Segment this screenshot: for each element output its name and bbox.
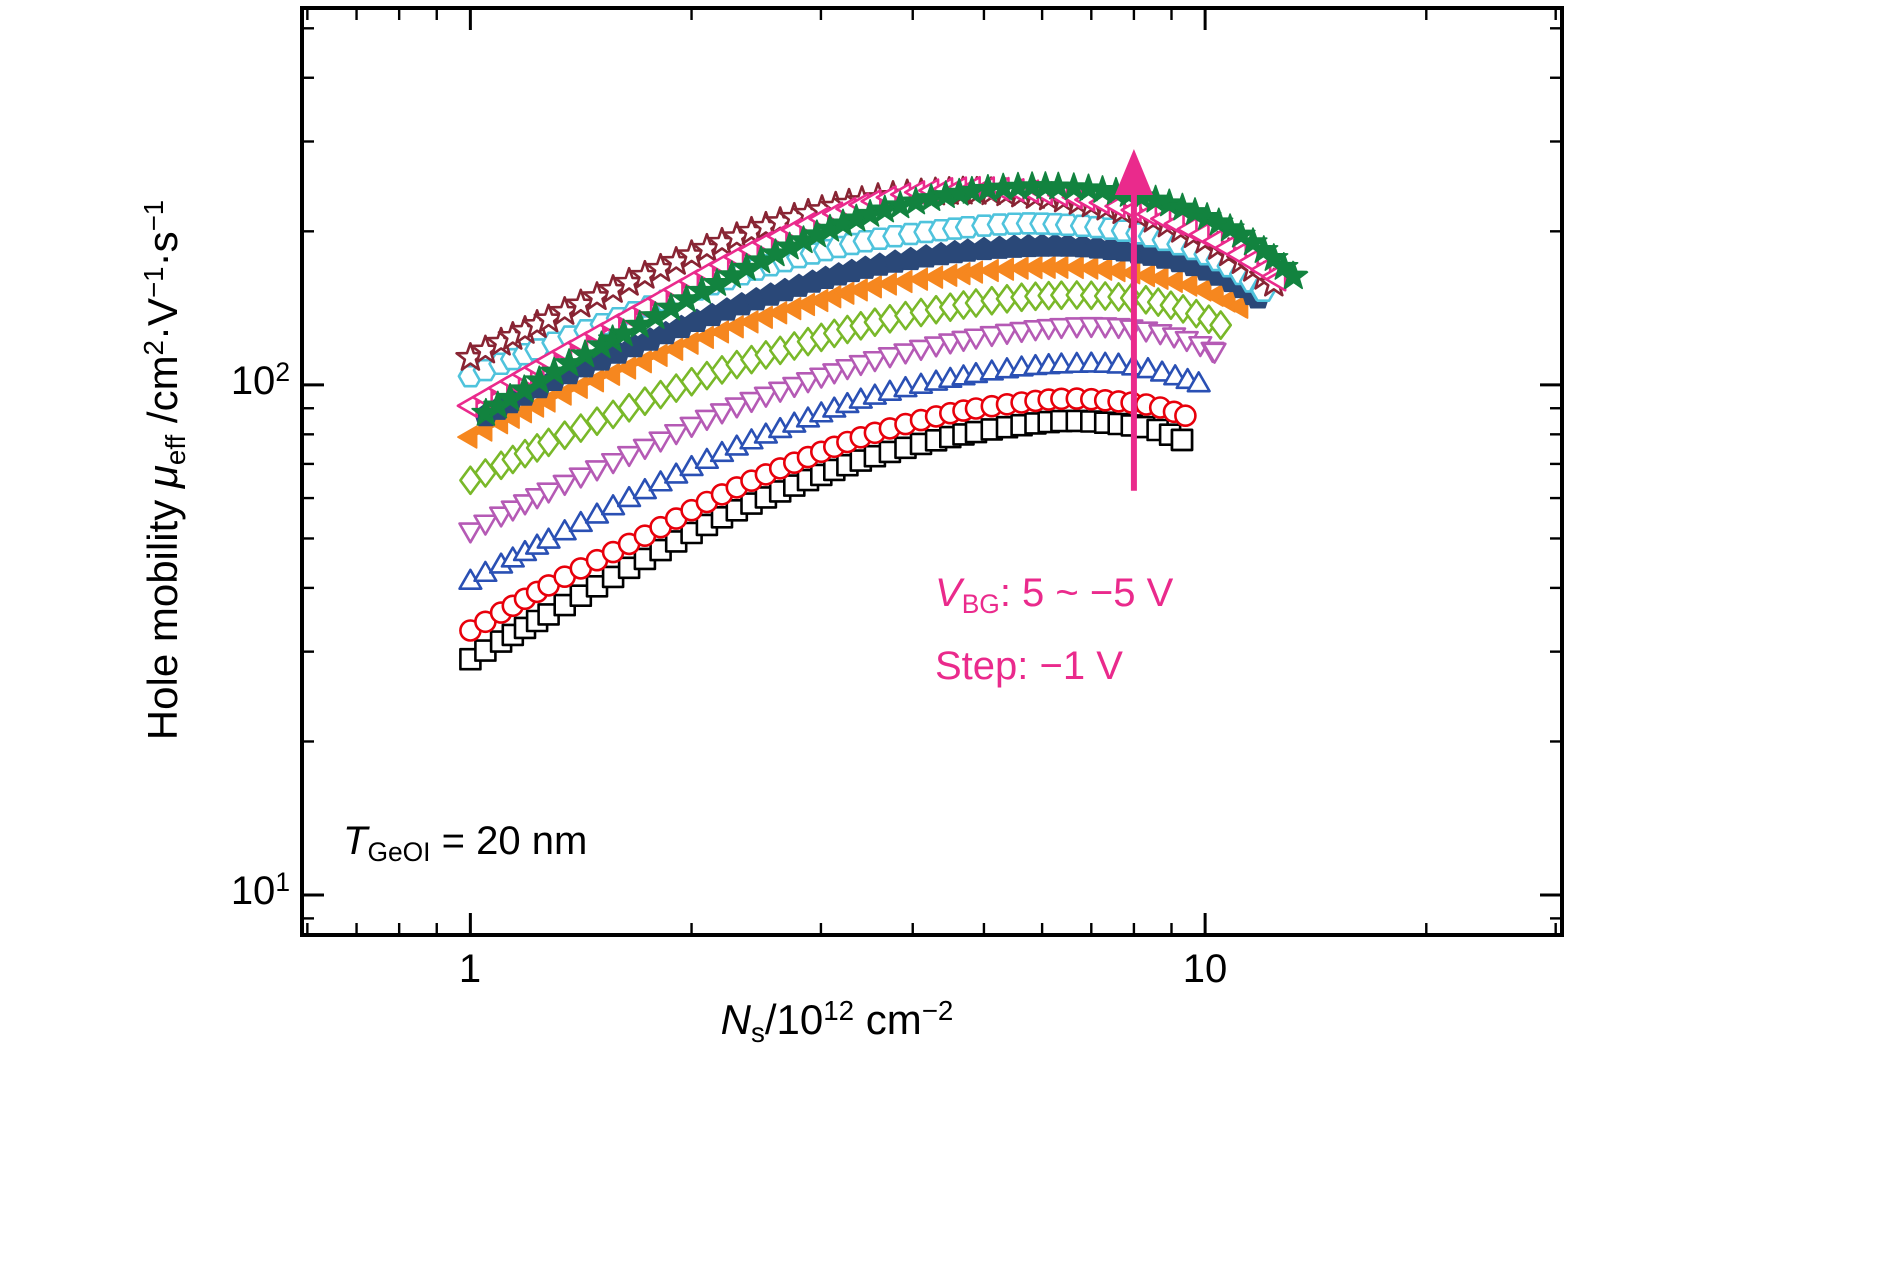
marker xyxy=(739,391,764,414)
series-vbg-4V xyxy=(459,387,1197,642)
marker xyxy=(616,445,642,468)
x-tick-label-10: 10 xyxy=(1182,947,1228,991)
marker xyxy=(500,500,525,522)
marker xyxy=(1202,342,1227,364)
marker xyxy=(979,325,1004,348)
marker xyxy=(536,482,561,504)
marker xyxy=(1186,371,1211,393)
marker xyxy=(963,328,989,350)
marker xyxy=(835,358,860,381)
marker xyxy=(708,320,730,344)
marker xyxy=(795,372,821,394)
annotation-step: Step: −1 V xyxy=(935,644,1123,688)
marker xyxy=(1170,428,1194,452)
marker xyxy=(458,522,483,544)
marker xyxy=(1049,317,1074,340)
marker xyxy=(1149,360,1175,382)
marker xyxy=(862,350,888,373)
marker xyxy=(600,452,626,475)
series-vbg-5V xyxy=(459,409,1194,671)
series-vbg-1V xyxy=(459,280,1232,496)
marker xyxy=(552,474,577,497)
marker xyxy=(766,301,788,325)
marker xyxy=(456,393,478,418)
marker xyxy=(923,336,949,358)
plot-frame xyxy=(300,6,1564,937)
marker xyxy=(1162,269,1183,294)
marker xyxy=(473,514,498,536)
marker xyxy=(632,438,658,461)
marker xyxy=(877,347,903,369)
marker xyxy=(664,423,689,446)
marker xyxy=(1049,352,1074,374)
marker xyxy=(1050,280,1073,311)
series-vbg-−5V xyxy=(471,171,1309,426)
marker xyxy=(1237,249,1259,274)
marker xyxy=(584,460,610,482)
marker xyxy=(848,354,873,377)
marker xyxy=(648,431,673,453)
marker xyxy=(567,375,588,399)
x-axis-label: Ns/1012 cm−2 xyxy=(720,995,954,1048)
marker xyxy=(809,367,834,389)
trend-arrow xyxy=(1114,148,1153,491)
series-vbg-0V xyxy=(457,255,1249,449)
y-tick-label-10e2: 102 xyxy=(230,356,290,403)
marker xyxy=(780,296,802,321)
y-axis-label: Hole mobility μeff /cm2·V−1·s−1 xyxy=(138,199,191,741)
x-tick-label-1: 1 xyxy=(458,947,482,991)
marker xyxy=(1174,404,1197,427)
marker xyxy=(1228,295,1249,319)
marker xyxy=(708,252,730,277)
marker xyxy=(994,323,1020,346)
marker xyxy=(722,244,745,270)
marker xyxy=(1279,261,1309,290)
annotation-geoi-thickness: TGeOI = 20 nm xyxy=(343,819,588,868)
marker xyxy=(737,237,760,262)
marker xyxy=(768,381,793,403)
marker xyxy=(568,467,593,489)
marker xyxy=(1059,172,1089,201)
marker xyxy=(488,506,514,528)
series-vbg-2V xyxy=(458,316,1227,544)
marker xyxy=(709,403,735,425)
marker xyxy=(599,362,621,386)
marker xyxy=(457,425,478,449)
marker xyxy=(893,343,918,365)
marker xyxy=(738,310,759,334)
marker xyxy=(822,363,847,385)
series-vbg-3V xyxy=(458,351,1211,590)
marker xyxy=(724,397,749,419)
marker xyxy=(679,416,704,439)
marker xyxy=(583,369,605,393)
marker xyxy=(694,409,720,432)
marker xyxy=(782,376,807,399)
marker xyxy=(723,315,744,339)
annotation-vbg-range: VBG: 5 ~ −5 V xyxy=(935,571,1174,620)
marker xyxy=(1106,352,1131,374)
y-tick-label-10e1: 101 xyxy=(230,866,290,913)
marker xyxy=(908,339,934,362)
marker xyxy=(1135,356,1161,379)
marker xyxy=(753,386,779,408)
marker xyxy=(752,305,773,329)
marker xyxy=(512,494,538,516)
marker xyxy=(1209,310,1232,340)
